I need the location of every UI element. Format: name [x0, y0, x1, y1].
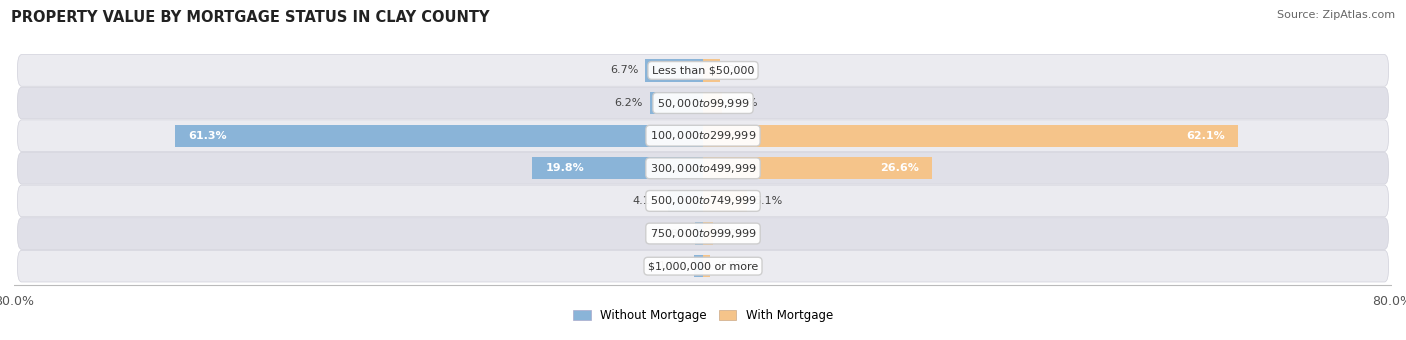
- Bar: [703, 59, 720, 82]
- Text: 0.88%: 0.88%: [652, 228, 689, 239]
- Text: 2.2%: 2.2%: [728, 98, 758, 108]
- Text: Source: ZipAtlas.com: Source: ZipAtlas.com: [1277, 10, 1395, 20]
- Bar: [703, 157, 932, 180]
- Text: $1,000,000 or more: $1,000,000 or more: [648, 261, 758, 271]
- Text: 1.1%: 1.1%: [658, 261, 686, 271]
- FancyBboxPatch shape: [17, 218, 1389, 249]
- Text: PROPERTY VALUE BY MORTGAGE STATUS IN CLAY COUNTY: PROPERTY VALUE BY MORTGAGE STATUS IN CLA…: [11, 10, 489, 25]
- Text: 6.2%: 6.2%: [614, 98, 643, 108]
- Bar: [176, 124, 703, 147]
- FancyBboxPatch shape: [17, 120, 1389, 152]
- Bar: [650, 92, 703, 114]
- Text: 62.1%: 62.1%: [1187, 131, 1225, 141]
- Text: 1.2%: 1.2%: [720, 228, 748, 239]
- Bar: [703, 92, 721, 114]
- Bar: [703, 222, 713, 245]
- Bar: [533, 157, 703, 180]
- FancyBboxPatch shape: [17, 250, 1389, 282]
- Text: 61.3%: 61.3%: [188, 131, 226, 141]
- Legend: Without Mortgage, With Mortgage: Without Mortgage, With Mortgage: [568, 304, 838, 326]
- Text: $100,000 to $299,999: $100,000 to $299,999: [650, 129, 756, 142]
- Text: $500,000 to $749,999: $500,000 to $749,999: [650, 194, 756, 207]
- Text: Less than $50,000: Less than $50,000: [652, 65, 754, 75]
- Text: 19.8%: 19.8%: [546, 163, 583, 173]
- Text: $50,000 to $99,999: $50,000 to $99,999: [657, 97, 749, 109]
- FancyBboxPatch shape: [17, 87, 1389, 119]
- FancyBboxPatch shape: [17, 152, 1389, 184]
- Bar: [645, 59, 703, 82]
- Text: 4.1%: 4.1%: [633, 196, 661, 206]
- Text: $750,000 to $999,999: $750,000 to $999,999: [650, 227, 756, 240]
- Bar: [696, 222, 703, 245]
- Bar: [693, 255, 703, 277]
- FancyBboxPatch shape: [17, 55, 1389, 86]
- Text: 26.6%: 26.6%: [880, 163, 920, 173]
- Text: 5.1%: 5.1%: [754, 196, 782, 206]
- Text: 0.83%: 0.83%: [717, 261, 752, 271]
- Bar: [668, 190, 703, 212]
- Text: 2.0%: 2.0%: [727, 65, 755, 75]
- Bar: [703, 190, 747, 212]
- Bar: [703, 255, 710, 277]
- Bar: [703, 124, 1237, 147]
- Text: $300,000 to $499,999: $300,000 to $499,999: [650, 162, 756, 175]
- FancyBboxPatch shape: [17, 185, 1389, 217]
- Text: 6.7%: 6.7%: [610, 65, 638, 75]
